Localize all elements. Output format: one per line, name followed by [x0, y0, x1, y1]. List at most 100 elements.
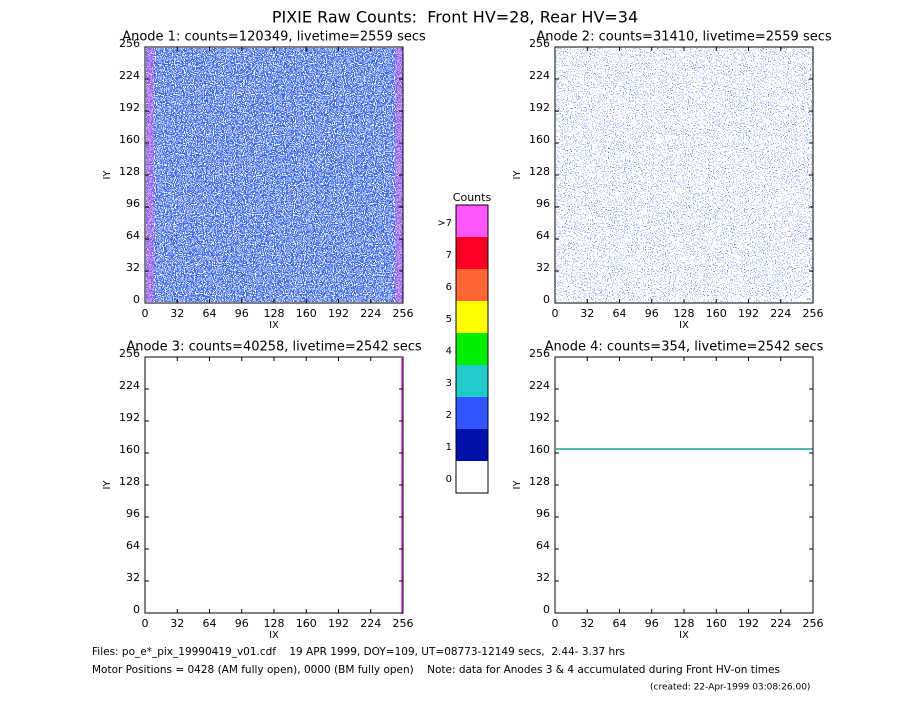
y-tick-label: 160: [119, 443, 140, 456]
x-tick-label: 192: [738, 617, 759, 630]
y-tick-label: 160: [529, 443, 550, 456]
x-tick-label: 96: [645, 617, 659, 630]
y-tick-label: 128: [119, 475, 140, 488]
x-tick-label: 192: [738, 307, 759, 320]
x-tick-label: 64: [613, 307, 627, 320]
panel-title: Anode 3: counts=40258, livetime=2542 sec…: [126, 340, 422, 355]
edge-texture: [401, 358, 403, 614]
colorbar-swatch: [456, 301, 488, 333]
x-tick-label: 32: [580, 307, 594, 320]
y-tick-label: 128: [529, 475, 550, 488]
x-tick-label: 32: [170, 617, 184, 630]
y-tick-label: 96: [536, 197, 550, 210]
y-tick-label: 96: [126, 507, 140, 520]
plot-frame: [554, 356, 814, 614]
colorbar-swatch: [456, 397, 488, 429]
footer-line: Motor Positions = 0428 (AM fully open), …: [92, 664, 780, 676]
colorbar-swatch: [456, 365, 488, 397]
x-tick-label: 224: [770, 307, 791, 320]
x-tick-label: 256: [803, 307, 824, 320]
x-tick-label: 160: [296, 307, 317, 320]
y-tick-label: 32: [126, 261, 140, 274]
panel-title: Anode 4: counts=354, livetime=2542 secs: [545, 340, 824, 355]
y-tick-label: 0: [133, 293, 140, 306]
x-tick-label: 0: [142, 617, 149, 630]
x-tick-label: 0: [142, 307, 149, 320]
y-tick-label: 64: [126, 229, 140, 242]
y-tick-label: 96: [126, 197, 140, 210]
colorbar-title: Counts: [453, 191, 492, 204]
row-texture: [556, 448, 813, 450]
y-tick-label: 32: [126, 571, 140, 584]
x-tick-label: 32: [580, 617, 594, 630]
y-tick-label: 64: [536, 539, 550, 552]
colorbar-swatch: [456, 205, 488, 237]
x-tick-label: 256: [803, 617, 824, 630]
x-tick-label: 128: [264, 617, 285, 630]
colorbar-frame: [455, 204, 489, 494]
colorbar-label: 4: [446, 346, 452, 357]
x-axis-label: IX: [679, 630, 689, 641]
x-axis-label: IX: [679, 320, 689, 331]
colorbar-swatch: [456, 269, 488, 301]
x-tick-label: 160: [706, 307, 727, 320]
colorbar-swatch: [456, 237, 488, 269]
y-tick-label: 64: [126, 539, 140, 552]
y-tick-label: 64: [536, 229, 550, 242]
colorbar-label: 5: [446, 314, 452, 325]
x-axis-label: IX: [269, 630, 279, 641]
colorbar-swatch: [456, 429, 488, 461]
y-tick-label: 224: [529, 69, 550, 82]
y-tick-label: 96: [536, 507, 550, 520]
y-tick-label: 160: [119, 133, 140, 146]
colorbar-swatch: [456, 333, 488, 365]
x-tick-label: 64: [203, 307, 217, 320]
y-tick-label: 32: [536, 571, 550, 584]
y-tick-label: 224: [119, 379, 140, 392]
colorbar-label: 2: [446, 410, 452, 421]
y-axis-label: IY: [102, 480, 113, 490]
panel-title: Anode 1: counts=120349, livetime=2559 se…: [122, 30, 426, 45]
count-texture: [146, 48, 403, 302]
colorbar-label: >7: [437, 218, 452, 229]
y-tick-label: 0: [543, 293, 550, 306]
x-tick-label: 0: [552, 307, 559, 320]
colorbar-swatch: [456, 461, 488, 493]
y-tick-label: 128: [119, 165, 140, 178]
colorbar-label: 7: [446, 250, 452, 261]
footer-line: Files: po_e*_pix_19990419_v01.cdf 19 APR…: [92, 646, 625, 658]
x-tick-label: 96: [235, 617, 249, 630]
y-tick-label: 32: [536, 261, 550, 274]
x-tick-label: 64: [203, 617, 217, 630]
x-tick-label: 192: [328, 307, 349, 320]
count-texture: [556, 48, 813, 302]
x-tick-label: 256: [393, 617, 414, 630]
x-tick-label: 32: [170, 307, 184, 320]
colorbar-label: 0: [446, 474, 452, 485]
footer-line: (created: 22-Apr-1999 03:08:26.00): [650, 683, 810, 693]
y-tick-label: 256: [119, 347, 140, 360]
x-tick-label: 224: [360, 617, 381, 630]
x-tick-label: 224: [360, 307, 381, 320]
y-tick-label: 224: [119, 69, 140, 82]
y-tick-label: 0: [133, 603, 140, 616]
x-tick-label: 64: [613, 617, 627, 630]
y-tick-label: 256: [529, 37, 550, 50]
y-tick-label: 224: [529, 379, 550, 392]
x-tick-label: 256: [393, 307, 414, 320]
y-tick-label: 192: [119, 411, 140, 424]
y-tick-label: 192: [119, 101, 140, 114]
x-tick-label: 128: [264, 307, 285, 320]
y-tick-label: 160: [529, 133, 550, 146]
x-tick-label: 128: [674, 617, 695, 630]
y-tick-label: 0: [543, 603, 550, 616]
y-axis-label: IY: [512, 480, 523, 490]
y-tick-label: 128: [529, 165, 550, 178]
x-tick-label: 192: [328, 617, 349, 630]
x-axis-label: IX: [269, 320, 279, 331]
x-tick-label: 96: [645, 307, 659, 320]
plot-frame: [144, 356, 404, 614]
x-tick-label: 224: [770, 617, 791, 630]
y-axis-label: IY: [512, 170, 523, 180]
